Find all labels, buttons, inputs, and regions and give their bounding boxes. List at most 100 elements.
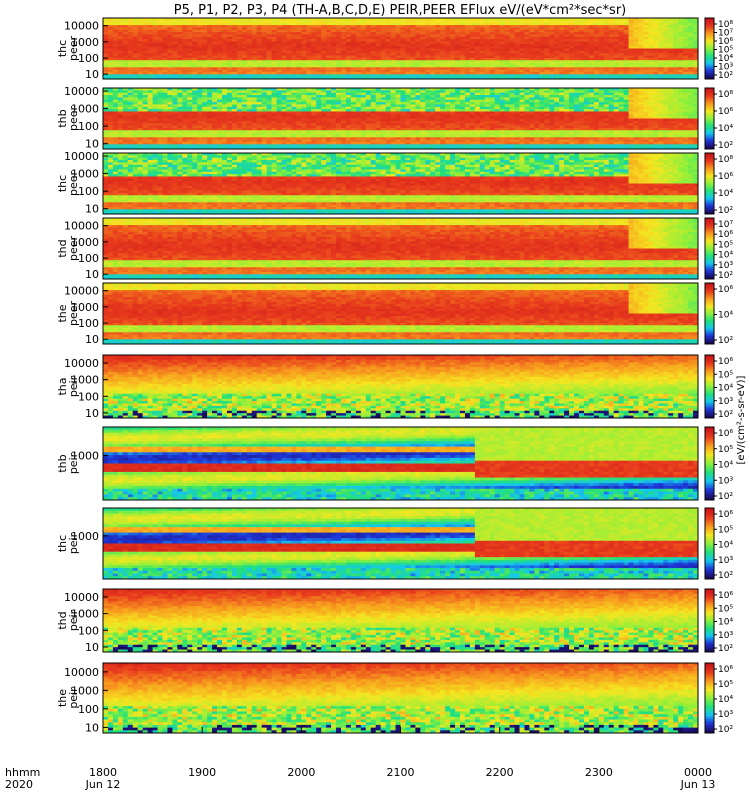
- y-tick-label: 100: [78, 703, 99, 716]
- y-tick-label: 1000: [71, 374, 99, 387]
- panel-frame: [102, 217, 699, 280]
- colorbar-tick-label: 10⁴: [718, 124, 733, 134]
- y-tick-label: 1000: [71, 236, 99, 249]
- panel-label: peer: [67, 36, 80, 62]
- colorbar-tick-label: 10⁴: [718, 54, 733, 64]
- y-tick-label: 100: [78, 52, 99, 65]
- panel-label: thd: [56, 611, 69, 629]
- y-tick-label: 1000: [71, 530, 99, 543]
- colorbar-tick-label: 10⁸: [718, 155, 733, 165]
- x-tick-label: 0000: [684, 766, 712, 779]
- colorbar-tick-label: 10⁵: [718, 680, 733, 690]
- y-tick-label: 1000: [71, 301, 99, 314]
- colorbar-tick-label: 10⁸: [718, 20, 733, 30]
- colorbar-tick-label: 10⁶: [718, 172, 733, 182]
- colorbar-tick-label: 10³: [718, 476, 733, 486]
- y-tick-label: 10: [85, 203, 99, 216]
- panel-label: tha: [56, 377, 69, 395]
- panel-label: peir: [67, 452, 80, 474]
- colorbar-tick-label: 10²: [718, 71, 733, 81]
- colorbar: 10⁶ 10⁵ 10⁴ 10³ 10²: [704, 588, 733, 654]
- y-tick-label: 10: [85, 68, 99, 81]
- panel-label: thc: [56, 535, 69, 552]
- panel-label: the: [56, 689, 69, 707]
- colorbar-tick-label: 10⁶: [718, 285, 733, 295]
- colorbar-tick-label: 10²: [718, 336, 733, 346]
- panel-frame: [102, 17, 699, 80]
- panel-label: peir: [67, 375, 80, 397]
- x-tick-label: 2000: [287, 766, 315, 779]
- colorbar-tick-label: 10²: [718, 644, 733, 654]
- panel-frame: [102, 87, 699, 150]
- panel-stack: thcpeer1000010001001010⁸10⁷10⁶10⁵10⁴10³1…: [56, 17, 733, 735]
- colorbar-tick-label: 10⁶: [718, 429, 733, 439]
- y-tick-label: 1000: [71, 36, 99, 49]
- panel-frame: [102, 426, 699, 501]
- panel-label: thb: [56, 109, 69, 127]
- colorbar-tick-label: 10⁵: [718, 240, 733, 250]
- spectrogram-image: [103, 18, 698, 79]
- colorbar: 10⁶ 10⁵ 10⁴ 10³ 10²: [704, 662, 733, 735]
- spectrogram-image: [103, 355, 698, 418]
- colorbar-tick-label: 10⁶: [718, 665, 733, 675]
- colorbar-tick-label: 10²: [718, 271, 733, 281]
- y-tick-label: 1000: [71, 684, 99, 697]
- spectrogram-image: [103, 508, 698, 579]
- x-tick-label: 2100: [387, 766, 415, 779]
- y-tick-label: 10000: [64, 220, 99, 233]
- x-tick-date: Jun 13: [680, 778, 716, 791]
- panel-label: peer: [67, 106, 80, 132]
- y-tick-label: 1000: [71, 168, 99, 181]
- colorbar-tick-label: 10³: [718, 710, 733, 720]
- spectrogram-image: [103, 663, 698, 733]
- x-tick-date: Jun 12: [85, 778, 121, 791]
- colorbar-tick-label: 10⁴: [718, 251, 733, 261]
- y-tick-label: 100: [78, 120, 99, 133]
- colorbar: 10⁶ 10⁵ 10⁴ 10³ 10²: [704, 354, 733, 420]
- colorbar-tick-label: 10⁴: [718, 384, 733, 394]
- spectrogram-image: [103, 218, 698, 279]
- y-tick-label: 10000: [64, 20, 99, 33]
- spectrogram-image: [103, 427, 698, 500]
- colorbar-tick-label: 10⁵: [718, 46, 733, 56]
- y-tick-label: 100: [78, 317, 99, 330]
- y-tick-label: 10: [85, 268, 99, 281]
- y-tick-label: 10000: [64, 591, 99, 604]
- panel-label: peer: [67, 171, 80, 197]
- y-tick-label: 100: [78, 185, 99, 198]
- colorbar-tick-label: 10⁷: [718, 29, 733, 39]
- y-tick-label: 10: [85, 721, 99, 734]
- colorbar-tick-label: 10²: [718, 206, 733, 216]
- colorbar-tick-label: 10⁵: [718, 445, 733, 455]
- panel-frame: [102, 354, 699, 419]
- colorbar-tick-label: 10⁴: [718, 695, 733, 705]
- spectrogram-image: [103, 283, 698, 344]
- colorbar-tick-label: 10³: [718, 556, 733, 566]
- colorbar-tick-label: 10²: [718, 571, 733, 581]
- colorbar-tick-label: 10⁶: [718, 107, 733, 117]
- colorbar-tick-label: 10⁵: [718, 604, 733, 614]
- colorbar-tick-label: 10²: [718, 410, 733, 420]
- colorbar-tick-label: 10⁴: [718, 311, 733, 321]
- colorbar-tick-label: 10⁴: [718, 189, 733, 199]
- panel-frame: [102, 507, 699, 580]
- colorbar-tick-label: 10⁴: [718, 541, 733, 551]
- colorbar: 10⁸ 10⁶ 10⁴ 10²: [704, 87, 733, 151]
- colorbar-tick-label: 10²: [718, 141, 733, 151]
- y-tick-label: 100: [78, 390, 99, 403]
- colorbar: 10⁶ 10⁴ 10²: [704, 282, 733, 346]
- colorbar-tick-label: 10⁶: [718, 357, 733, 367]
- x-tick-label: 1800: [89, 766, 117, 779]
- y-tick-label: 1000: [71, 608, 99, 621]
- colorbar-tick-label: 10⁵: [718, 370, 733, 380]
- spectrogram-image: [103, 589, 698, 652]
